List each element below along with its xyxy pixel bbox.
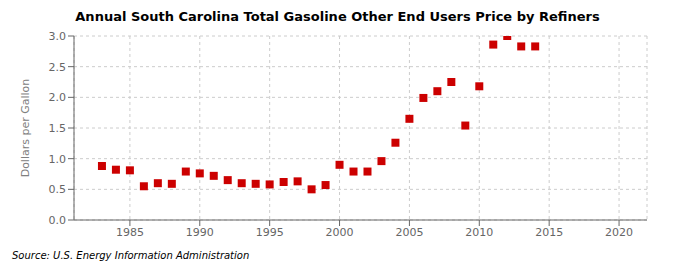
svg-text:1.0: 1.0 bbox=[49, 153, 67, 166]
svg-text:2.5: 2.5 bbox=[49, 61, 67, 74]
svg-text:2000: 2000 bbox=[326, 226, 354, 239]
html-text:Annual South Carolina Total Ga: Annual South Carolina Total Gasoline Oth… bbox=[75, 9, 600, 24]
html-text:Source: U.S. Energy Informatio: Source: U.S. Energy Information Administ… bbox=[12, 250, 250, 261]
svg-text:2.0: 2.0 bbox=[49, 91, 67, 104]
svg-text:2015: 2015 bbox=[535, 226, 563, 239]
svg-text:2010: 2010 bbox=[465, 226, 493, 239]
svg-text:0.0: 0.0 bbox=[49, 214, 67, 227]
svg-text:2020: 2020 bbox=[605, 226, 633, 239]
svg-text:Dollars per Gallon: Dollars per Gallon bbox=[19, 79, 32, 178]
svg-text:2005: 2005 bbox=[395, 226, 423, 239]
svg-text:3.0: 3.0 bbox=[49, 30, 67, 43]
svg-text:1990: 1990 bbox=[186, 226, 214, 239]
svg-text:1995: 1995 bbox=[256, 226, 284, 239]
svg-text:0.5: 0.5 bbox=[49, 183, 67, 196]
svg-text:1.5: 1.5 bbox=[49, 122, 67, 135]
svg-text:1985: 1985 bbox=[116, 226, 144, 239]
